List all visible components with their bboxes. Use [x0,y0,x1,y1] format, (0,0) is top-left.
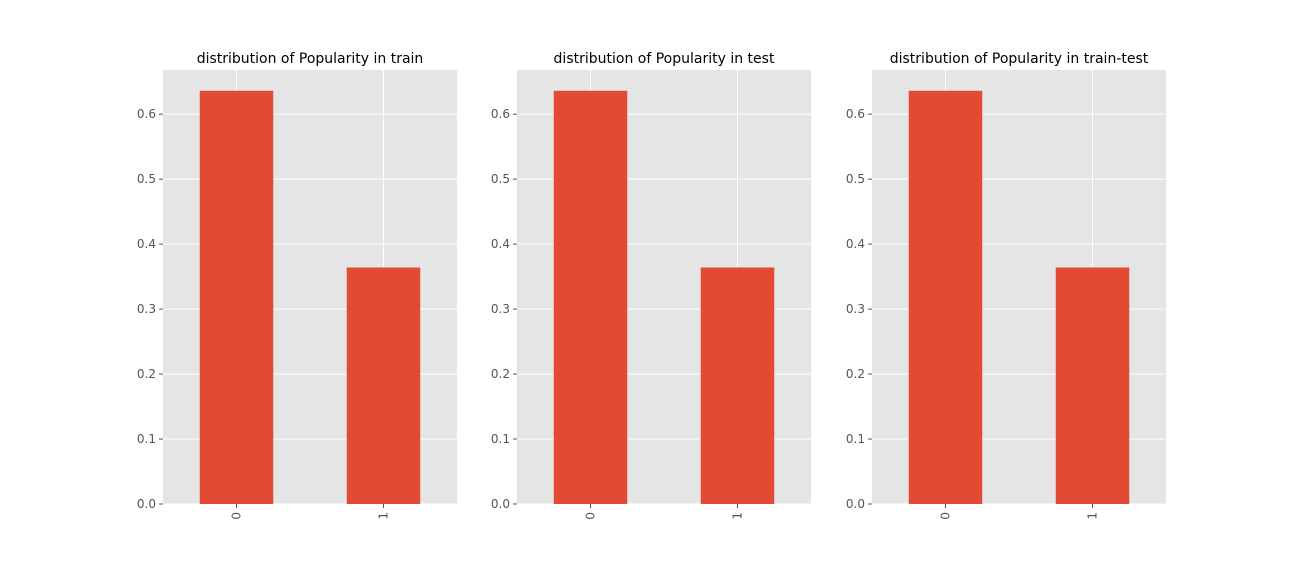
chart-title: distribution of Popularity in train [197,51,424,67]
y-tick-label: 0.0 [137,497,156,511]
x-tick-label: 1 [377,512,391,520]
y-tick-label: 0.1 [846,432,865,446]
y-tick-label: 0.2 [491,367,510,381]
x-tick-label: 0 [230,512,244,520]
y-tick-label: 0.6 [846,107,865,121]
y-tick-label: 0.4 [137,237,156,251]
subplot-2: 0.0 0.1 0.2 0.3 0.4 0.5 0.6 0 1 distribution of P… [491,51,811,520]
y-tick-label: 0.2 [846,367,865,381]
bar-0 [199,90,274,505]
chart-title: distribution of Popularity in train-test [890,51,1149,67]
bar-1 [700,267,775,504]
bar-0 [908,90,983,505]
y-tick-label: 0.6 [137,107,156,121]
y-tick-label: 0.1 [137,432,156,446]
y-tick-label: 0.6 [491,107,510,121]
bar-1 [346,267,421,504]
bar-1 [1055,267,1130,504]
y-tick-label: 0.4 [491,237,510,251]
y-tick-label: 0.3 [491,302,510,316]
x-tick-label: 1 [731,512,745,520]
y-tick-label: 0.4 [846,237,865,251]
x-tick-label: 1 [1086,512,1100,520]
y-tick-label: 0.3 [137,302,156,316]
x-tick-label: 0 [584,512,598,520]
y-tick-label: 0.5 [491,172,510,186]
y-tick-label: 0.0 [846,497,865,511]
y-tick-label: 0.5 [137,172,156,186]
y-tick-label: 0.5 [846,172,865,186]
y-tick-label: 0.1 [491,432,510,446]
subplot-3: 0.0 0.1 0.2 0.3 0.4 0.5 0.6 0 1 distribution of P… [846,51,1166,520]
bar-0 [553,90,628,505]
chart-title: distribution of Popularity in test [554,51,775,67]
subplot-1: 0.0 0.1 0.2 0.3 0.4 0.5 0.6 0 1 distribution of P… [137,51,457,520]
y-tick-label: 0.3 [846,302,865,316]
y-tick-label: 0.0 [491,497,510,511]
x-tick-label: 0 [939,512,953,520]
y-tick-label: 0.2 [137,367,156,381]
